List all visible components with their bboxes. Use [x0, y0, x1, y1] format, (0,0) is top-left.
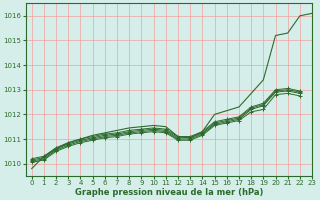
X-axis label: Graphe pression niveau de la mer (hPa): Graphe pression niveau de la mer (hPa) [75, 188, 263, 197]
